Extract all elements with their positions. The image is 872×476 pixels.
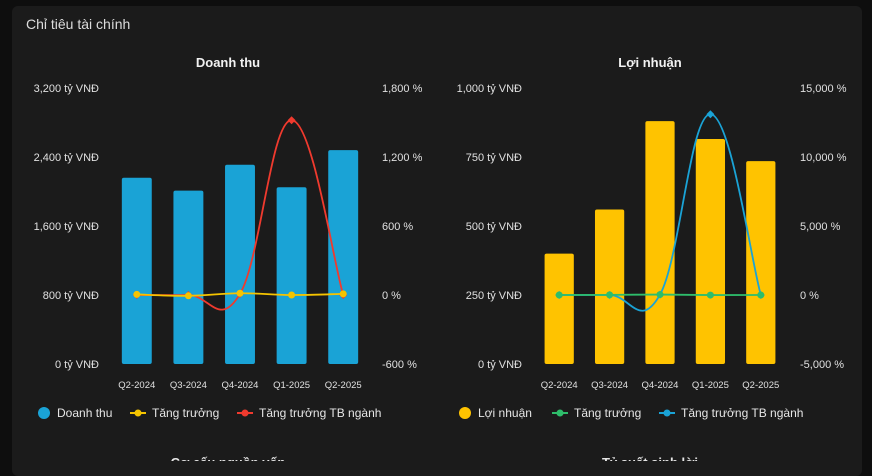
bar[interactable]: [276, 187, 307, 364]
legend-label: Doanh thu: [57, 406, 112, 420]
revenue-chart: Doanh thu 0 tỷ VNĐ 800 tỷ VNĐ 1,600 tỷ VNĐ 2…: [34, 55, 423, 420]
right-axis-tick-label: 10,000 %: [800, 152, 847, 164]
series-point[interactable]: [757, 291, 765, 299]
series-point[interactable]: [133, 290, 141, 298]
left-axis-tick-label: 500 tỷ VNĐ: [466, 221, 522, 233]
series-point[interactable]: [236, 289, 244, 297]
legend-item[interactable]: Tăng trưởng: [130, 406, 219, 420]
x-axis-tick-label: Q2-2024: [118, 380, 155, 391]
left-axis-tick-label: 250 tỷ VNĐ: [466, 290, 522, 302]
series-point[interactable]: [555, 291, 563, 299]
x-axis-tick-label: Q4-2024: [222, 380, 259, 391]
right-axis-tick-label: 0 %: [382, 290, 401, 302]
series-point[interactable]: [339, 290, 347, 298]
bar[interactable]: [645, 121, 675, 365]
right-axis-tick-label: 1,200 %: [382, 152, 423, 164]
bar[interactable]: [544, 253, 574, 364]
x-axis-tick-label: Q2-2024: [541, 380, 578, 391]
legend-label: Tăng trưởng TB ngành: [259, 406, 381, 420]
chart-title: Doanh thu: [196, 55, 260, 70]
left-axis-tick-label: 1,000 tỷ VNĐ: [457, 83, 522, 95]
legend-label: Tăng trưởng: [152, 406, 219, 420]
next-chart-title: Cơ cấu nguồn vốn: [171, 455, 286, 461]
series-point[interactable]: [606, 291, 614, 299]
right-axis-tick-label: 15,000 %: [800, 83, 847, 95]
legend-item[interactable]: Tăng trưởng: [552, 406, 641, 420]
charts-canvas: Doanh thu 0 tỷ VNĐ 800 tỷ VNĐ 1,600 tỷ VNĐ 2…: [34, 55, 847, 461]
bar[interactable]: [695, 139, 726, 364]
right-axis-tick-label: 0 %: [800, 290, 819, 302]
x-axis-tick-label: Q1-2025: [692, 380, 729, 391]
legend-item[interactable]: Tăng trưởng TB ngành: [659, 406, 803, 420]
right-axis-tick-label: 5,000 %: [800, 221, 841, 233]
series-point[interactable]: [706, 291, 714, 299]
left-axis-tick-label: 1,600 tỷ VNĐ: [34, 221, 99, 233]
x-axis-tick-label: Q4-2024: [642, 380, 679, 391]
legend-swatch: [459, 407, 471, 419]
series-point[interactable]: [287, 116, 296, 125]
chart-title: Lợi nhuận: [618, 55, 681, 70]
series-point[interactable]: [656, 291, 664, 299]
legend-label: Lợi nhuận: [478, 406, 532, 420]
left-axis-tick-label: 800 tỷ VNĐ: [43, 290, 99, 302]
legend-item[interactable]: Lợi nhuận: [459, 406, 532, 420]
legend-swatch: [663, 409, 671, 417]
x-axis-tick-label: Q3-2024: [170, 380, 207, 391]
legend-swatch: [38, 407, 50, 419]
left-axis-tick-label: 3,200 tỷ VNĐ: [34, 83, 99, 95]
next-chart-title: Tỷ suất sinh lời: [602, 455, 698, 461]
section-title: Chỉ tiêu tài chính: [26, 16, 131, 32]
legend-swatch: [134, 409, 142, 417]
x-axis-tick-label: Q2-2025: [742, 380, 779, 391]
x-axis-tick-label: Q3-2024: [591, 380, 628, 391]
profit-chart: Lợi nhuận 0 tỷ VNĐ 250 tỷ VNĐ 500 tỷ VNĐ 750…: [457, 55, 847, 420]
bar[interactable]: [746, 161, 776, 364]
left-axis-tick-label: 750 tỷ VNĐ: [466, 152, 522, 164]
x-axis-tick-label: Q1-2025: [273, 380, 310, 391]
series-point[interactable]: [288, 291, 296, 299]
right-axis-tick-label: 600 %: [382, 221, 413, 233]
legend-label: Tăng trưởng TB ngành: [681, 406, 803, 420]
legend-swatch: [241, 409, 249, 417]
bar[interactable]: [121, 177, 152, 364]
right-axis-tick-label: -600 %: [382, 359, 417, 371]
x-axis-tick-label: Q2-2025: [325, 380, 362, 391]
legend-item[interactable]: Doanh thu: [38, 406, 112, 420]
footer-titles: Cơ cấu nguồn vốn Tỷ suất sinh lời: [171, 455, 698, 461]
legend-item[interactable]: Tăng trưởng TB ngành: [237, 406, 381, 420]
series-point[interactable]: [706, 110, 715, 119]
left-axis-tick-label: 0 tỷ VNĐ: [478, 359, 522, 371]
legend-swatch: [556, 409, 564, 417]
left-axis-tick-label: 0 tỷ VNĐ: [55, 359, 99, 371]
bar[interactable]: [225, 164, 255, 364]
right-axis-tick-label: -5,000 %: [800, 359, 844, 371]
series-point[interactable]: [184, 292, 192, 300]
legend-label: Tăng trưởng: [574, 406, 641, 420]
bar[interactable]: [173, 190, 204, 364]
left-axis-tick-label: 2,400 tỷ VNĐ: [34, 152, 99, 164]
right-axis-tick-label: 1,800 %: [382, 83, 423, 95]
bar[interactable]: [328, 150, 359, 364]
bar[interactable]: [594, 209, 625, 364]
